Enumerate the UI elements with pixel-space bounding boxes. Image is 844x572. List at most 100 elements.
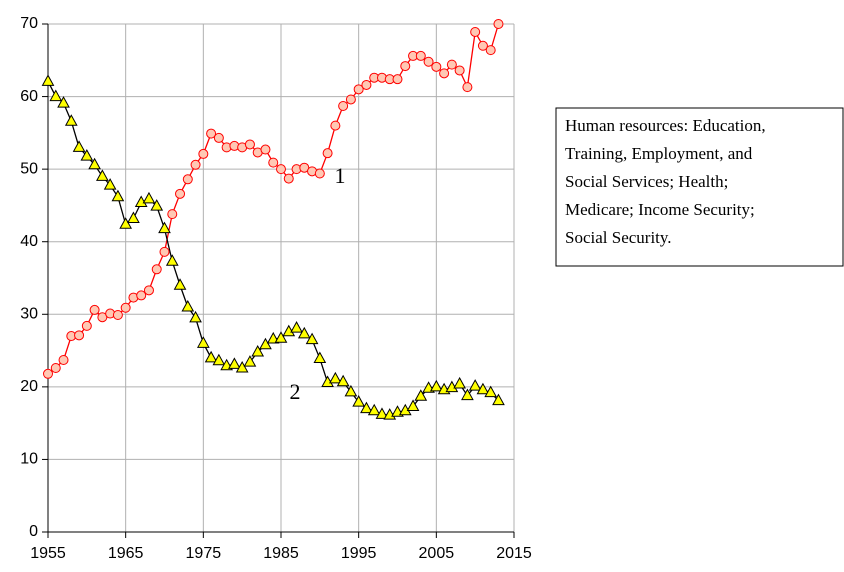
marker: [206, 128, 217, 139]
x-tick-label: 2015: [496, 545, 532, 562]
marker: [423, 56, 434, 67]
marker: [196, 336, 210, 348]
x-tick-label: 1995: [341, 545, 377, 562]
marker: [446, 59, 457, 70]
marker: [260, 144, 271, 155]
marker: [352, 395, 366, 407]
marker: [181, 299, 195, 312]
marker: [353, 84, 364, 95]
x-tick-label: 1965: [108, 545, 144, 562]
marker: [338, 101, 349, 112]
marker: [190, 159, 201, 170]
marker: [470, 26, 481, 37]
marker: [290, 321, 303, 333]
y-tick-label: 60: [20, 88, 38, 105]
marker: [64, 114, 78, 126]
marker: [165, 254, 179, 266]
marker: [259, 337, 272, 350]
marker: [406, 399, 420, 411]
annotation-line: Social Security.: [565, 228, 672, 247]
marker: [251, 344, 265, 357]
marker: [158, 221, 171, 234]
marker: [167, 209, 178, 220]
marker: [81, 320, 92, 331]
annotation-line: Medicare; Income Security;: [565, 200, 755, 219]
marker: [330, 120, 341, 131]
marker: [305, 332, 319, 345]
marker: [235, 360, 249, 373]
marker: [58, 355, 69, 366]
marker: [484, 385, 498, 398]
marker: [454, 65, 465, 76]
marker: [345, 94, 356, 105]
marker: [173, 278, 187, 290]
marker: [120, 302, 131, 313]
marker: [297, 326, 311, 339]
y-tick-label: 20: [20, 378, 38, 395]
marker: [392, 74, 403, 85]
x-tick-label: 1985: [263, 545, 299, 562]
y-tick-label: 70: [20, 15, 38, 32]
marker: [360, 401, 373, 414]
annotation-line: Human resources: Education,: [565, 116, 766, 135]
marker: [41, 74, 55, 86]
series-line: [47, 81, 499, 416]
marker: [468, 379, 482, 391]
marker: [159, 246, 170, 257]
x-tick-label: 1975: [186, 545, 222, 562]
marker: [80, 149, 94, 161]
marker: [244, 139, 255, 150]
marker: [136, 290, 147, 301]
x-tick-label: 2005: [419, 545, 455, 562]
marker: [283, 173, 294, 184]
x-tick-label: 1955: [30, 545, 66, 562]
marker: [112, 310, 123, 321]
marker: [485, 45, 496, 56]
marker: [415, 50, 426, 61]
marker: [189, 310, 202, 323]
marker: [204, 350, 218, 363]
marker: [336, 374, 350, 387]
marker: [314, 168, 325, 179]
marker: [268, 157, 279, 168]
marker: [243, 355, 257, 367]
marker: [453, 376, 466, 389]
marker: [492, 393, 505, 406]
marker: [43, 368, 53, 379]
marker: [367, 403, 381, 416]
marker: [274, 331, 288, 343]
marker: [49, 89, 63, 102]
marker: [329, 371, 342, 384]
annotation-line: Training, Employment, and: [565, 144, 753, 163]
marker: [400, 61, 411, 72]
marker: [143, 285, 154, 296]
y-tick-label: 50: [20, 160, 38, 177]
marker: [198, 148, 209, 159]
marker: [175, 188, 186, 199]
marker: [344, 384, 358, 397]
marker: [493, 19, 504, 29]
marker: [96, 169, 109, 181]
marker: [50, 362, 61, 373]
marker: [414, 389, 428, 401]
series-label: 2: [290, 379, 301, 404]
marker: [462, 82, 473, 93]
marker: [431, 61, 442, 72]
marker: [74, 330, 85, 341]
marker: [276, 164, 286, 175]
marker: [88, 157, 101, 170]
marker: [182, 174, 193, 185]
marker: [476, 382, 490, 395]
marker: [212, 353, 226, 366]
marker: [151, 264, 162, 275]
marker: [119, 217, 133, 229]
marker: [461, 388, 474, 401]
marker: [313, 351, 327, 364]
marker: [127, 211, 140, 223]
series-label: 1: [335, 163, 346, 188]
marker: [375, 407, 389, 419]
marker: [72, 140, 86, 152]
marker: [57, 96, 70, 108]
